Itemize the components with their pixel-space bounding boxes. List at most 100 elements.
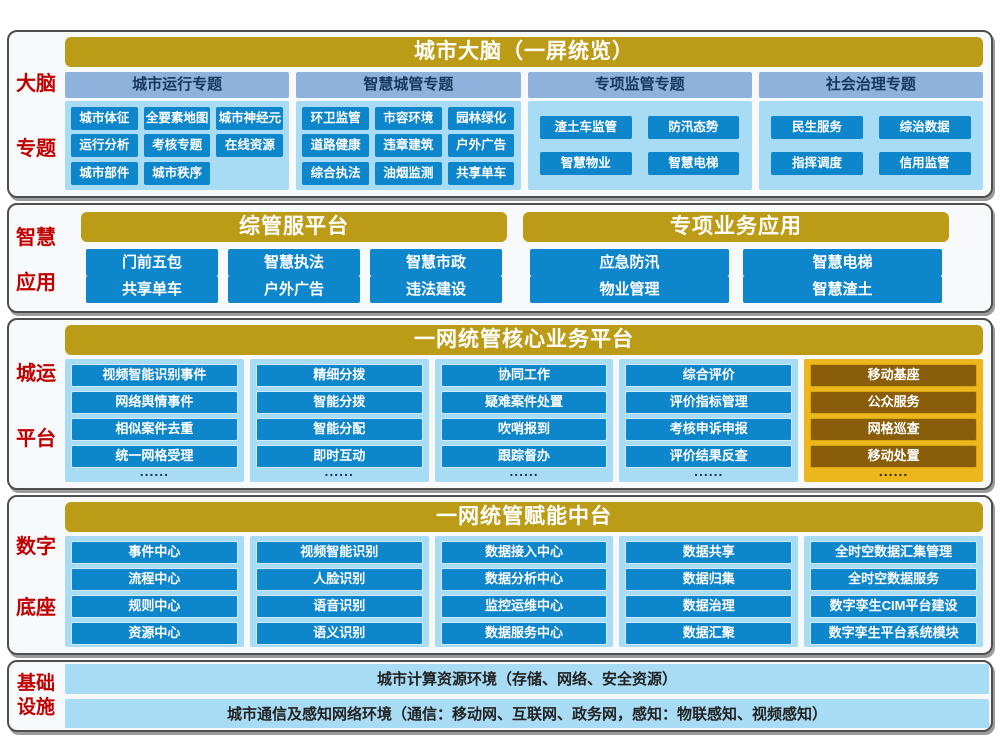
module-bar: 网络舆情事件 [71, 391, 238, 414]
topic-chip: 共享单车 [447, 161, 515, 185]
biz-bar-list: 精细分拨智能分拨智能分配即时互动 [255, 364, 423, 468]
module-bar: 综合评价 [625, 364, 793, 387]
topic-chip: 防汛态势 [647, 115, 740, 139]
topic-chip: 运行分析 [71, 134, 138, 157]
topic-chip: 城市部件 [71, 161, 138, 185]
module-bar: 语义识别 [255, 622, 423, 645]
module-bar: 全时空数据汇集管理 [810, 541, 977, 564]
topic-chip: 综治数据 [878, 115, 971, 139]
app-button: 智慧渣土 [743, 276, 942, 303]
side-label-line: 数字 [16, 535, 56, 558]
module-bar: 数据归集 [625, 568, 793, 591]
module-bar: 数据共享 [625, 541, 793, 564]
biz-bar-list: 协同工作 疑难案件处置 吹哨报到 跟踪督办 [440, 364, 608, 468]
side-label-line: 应用 [16, 272, 56, 294]
module-bar: 数据治理 [625, 595, 793, 618]
topic-chip: 户外广告 [447, 134, 515, 157]
ellipsis-more: ...... [509, 463, 539, 479]
module-bar: 数字孪生CIM平台建设 [810, 595, 977, 618]
module-bar: 智能分拨 [255, 391, 423, 414]
topic-column-smart-urban-mgmt: 智慧城管专题 环卫监管 市容环境 园林绿化 道路健康 违章建筑 户外广告 综合执法 油烟监测共… [296, 72, 521, 190]
side-label-line: 底座 [16, 597, 56, 620]
app-group-items: 应急防汛 智慧电梯 物业管理 智慧渣土 [523, 249, 949, 303]
module-bar: 规则中心 [71, 595, 238, 618]
module-bar: 资源中心 [71, 622, 238, 645]
topic-chip: 市容环境 [374, 106, 442, 130]
module-bar: 移动基座 [810, 364, 977, 387]
module-bar: 数据汇聚 [625, 622, 793, 645]
app-button: 物业管理 [530, 276, 729, 303]
module-bar: 考核申诉申报 [625, 418, 793, 441]
module-bar: 评价指标管理 [625, 391, 793, 414]
section-infrastructure: 基础 设施 城市计算资源环境（存储、网络、安全资源） 城市通信及感知网络环境（通… [7, 660, 993, 732]
module-bar: 即时互动 [255, 445, 423, 468]
topic-chip: 渣土车监管 [539, 115, 632, 139]
section-title: 一网统管赋能中台 [65, 502, 983, 532]
topic-column-city-operation: 城市运行专题 城市体征 全要素地图 城市神经元 运行分析 考核专题 在线资源 城市部件 城市秩… [65, 72, 290, 190]
app-button: 应急防汛 [530, 249, 729, 276]
module-bar: 智能分配 [255, 418, 423, 441]
module-bar: 语音识别 [255, 595, 423, 618]
section-title: 一网统管核心业务平台 [65, 325, 983, 355]
app-button: 智慧市政 [369, 249, 502, 276]
module-bar: 事件中心 [71, 541, 238, 564]
architecture-diagram: 大脑 专题 城市大脑（一屏统览） 城市运行专题 城市体征 全要素地图 城市神经元 运行… [7, 30, 993, 732]
section-side-label: 智慧 应用 [9, 205, 63, 311]
section-side-label: 大脑 专题 [9, 32, 63, 196]
module-bar: 统一网格受理 [71, 445, 238, 468]
topic-panel: 渣土车监管 防汛态势 智慧物业 智慧电梯 [527, 101, 752, 190]
module-bar: 相似案件去重 [71, 418, 238, 441]
section-side-label: 基础 设施 [9, 662, 63, 730]
module-bar: 评价结果反查 [625, 445, 793, 468]
biz-bar-list: 移动基座 公众服务 网格巡查 移动处置 [810, 364, 977, 468]
section-enablement-middle-platform: 数字 底座 一网统管赋能中台 智能运营中心(业务中台) 事件中心流程中心规则中心… [7, 495, 993, 655]
mid-bar-list: 全时空数据汇集管理 全时空数据服务 数字孪生CIM平台建设 数字孪生平台系统模块 [810, 541, 977, 645]
app-button: 户外广告 [227, 276, 360, 303]
topic-panel: 环卫监管 市容环境 园林绿化 道路健康 违章建筑 户外广告 综合执法 油烟监测 共享单车 [296, 101, 521, 190]
biz-bar-list: 综合评价评价指标管理 考核申诉申报 评价结果反查 [625, 364, 793, 468]
module-bar: 视频智能识别事件 [71, 364, 238, 387]
mid-bar-list: 数据共享数据归集数据治理数据汇聚 [625, 541, 793, 645]
side-label-line: 平台 [16, 428, 56, 451]
module-bar: 监控运维中心 [440, 595, 608, 618]
app-group-special-business: 专项业务应用 应急防汛 智慧电梯 物业管理 智慧渣土 [523, 212, 949, 303]
topic-chip: 环卫监管 [302, 106, 369, 130]
section-title: 城市大脑（一屏统览） [65, 37, 983, 67]
section-brain-topics: 大脑 专题 城市大脑（一屏统览） 城市运行专题 城市体征 全要素地图 城市神经元 运行… [7, 30, 993, 198]
module-bar: 精细分拨 [255, 364, 423, 387]
section-smart-applications: 智慧 应用 综管服平台 门前五包 智慧执法 智慧市政 共享单车 户外广告 违法建设 专项业… [7, 203, 993, 313]
module-bar: 吹哨报到 [440, 418, 608, 441]
app-button: 智慧执法 [227, 249, 360, 276]
mid-bar-list: 数据接入中心 数据分析中心 监控运维中心 数据服务中心 [440, 541, 608, 645]
side-label-line: 专题 [16, 137, 56, 160]
section-core-business-platform: 城运 平台 一网统管核心业务平台 事件融合 视频智能识别事件网络舆情事件相似案件… [7, 318, 993, 490]
ellipsis-more: ...... [694, 463, 724, 479]
topic-chip: 民生服务 [771, 115, 863, 139]
module-bar: 移动处置 [810, 445, 977, 468]
infrastructure-rows: 城市计算资源环境（存储、网络、安全资源） 城市通信及感知网络环境（通信：移动网、… [63, 662, 991, 730]
topic-column-header: 专项监管专题 [527, 72, 752, 98]
network-perception-bar: 城市通信及感知网络环境（通信：移动网、互联网、政务网，感知：物联感知、视频感知） [65, 698, 989, 728]
topic-chip: 在线资源 [216, 134, 284, 157]
module-bar: 数据接入中心 [440, 541, 608, 564]
module-bar: 协同工作 [440, 364, 608, 387]
topic-chip: 油烟监测 [374, 161, 442, 185]
app-group-integrated-platform: 综管服平台 门前五包 智慧执法 智慧市政 共享单车 户外广告 违法建设 [81, 212, 507, 303]
mid-column-cim-center: 数字孪生平台（CIM中台） 全时空数据汇集管理全时空数据服务数字孪生CIM平台建… [804, 536, 983, 647]
topic-column-header: 智慧城管专题 [296, 72, 521, 98]
topic-chip: 城市神经元 [216, 106, 284, 130]
module-bar: 流程中心 [71, 568, 238, 591]
side-label-line: 大脑 [16, 73, 56, 96]
app-button: 智慧电梯 [743, 249, 942, 276]
ellipsis-more: ...... [139, 463, 170, 479]
module-bar: 全时空数据服务 [810, 568, 977, 591]
side-label-line: 基础 [16, 673, 55, 695]
module-bar: 网格巡查 [810, 418, 977, 441]
side-label-line: 设施 [16, 697, 55, 718]
topic-chip: 城市秩序 [143, 161, 211, 185]
